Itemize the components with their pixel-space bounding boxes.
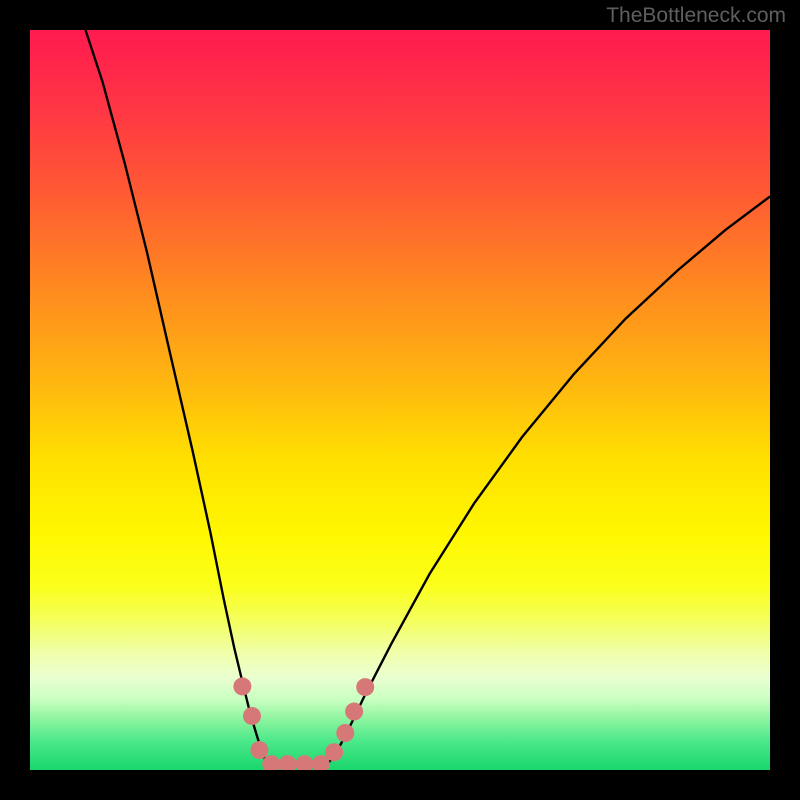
curve-marker: [250, 741, 268, 759]
bottleneck-curve: [86, 30, 771, 766]
chart-frame: TheBottleneck.com: [0, 0, 800, 800]
plot-area: [30, 30, 770, 770]
curve-marker: [336, 724, 354, 742]
curve-marker: [279, 755, 297, 770]
curve-layer: [30, 30, 770, 770]
curve-marker: [243, 707, 261, 725]
curve-marker: [296, 755, 314, 770]
curve-marker: [325, 743, 343, 761]
curve-marker: [233, 677, 251, 695]
curve-marker: [356, 678, 374, 696]
watermark-text: TheBottleneck.com: [606, 4, 786, 28]
marker-group: [233, 677, 374, 770]
curve-marker: [345, 703, 363, 721]
